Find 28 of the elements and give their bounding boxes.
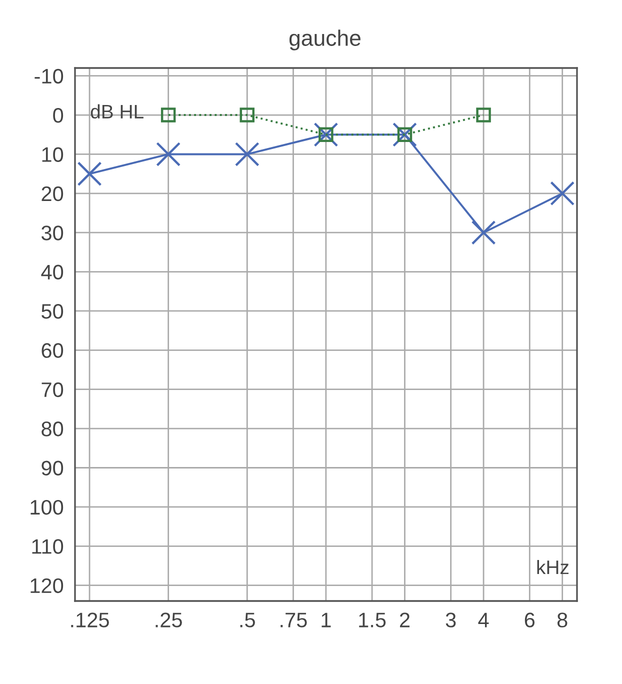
y-tick-label: 110 <box>32 539 64 554</box>
y-tick-label: 90 <box>42 460 64 476</box>
annotation: kHz <box>537 560 568 574</box>
y-tick-label: 10 <box>42 147 64 162</box>
x-tick-label: 4 <box>478 612 489 628</box>
x-tick-label: 1 <box>322 612 331 628</box>
x-tick-label: .25 <box>156 612 182 628</box>
x-tick-label: .75 <box>280 612 307 628</box>
y-tick-label: 120 <box>30 578 64 594</box>
y-tick-label: 50 <box>42 304 64 319</box>
x-tick-label: 1.5 <box>359 612 386 628</box>
x-tick-label: .5 <box>240 612 255 628</box>
y-tick-label: 60 <box>42 343 64 358</box>
x-tick-label: 2 <box>400 612 410 628</box>
x-tick-label: .125 <box>71 612 109 628</box>
x-tick-label: 6 <box>524 612 535 628</box>
y-tick-label: 40 <box>41 264 64 280</box>
y-tick-label: 0 <box>53 108 64 123</box>
x-tick-label: 8 <box>557 612 568 628</box>
x-tick-label: 3 <box>446 612 456 628</box>
annotation: dB HL <box>90 104 144 119</box>
y-tick-label: 80 <box>42 422 64 436</box>
y-tick-label: 70 <box>42 382 64 398</box>
y-tick-label: 30 <box>42 226 64 240</box>
y-tick-label: 20 <box>42 186 64 202</box>
y-tick-label: 100 <box>30 500 64 515</box>
chart-title: gauche <box>289 30 360 50</box>
y-tick-label: -10 <box>34 68 64 84</box>
